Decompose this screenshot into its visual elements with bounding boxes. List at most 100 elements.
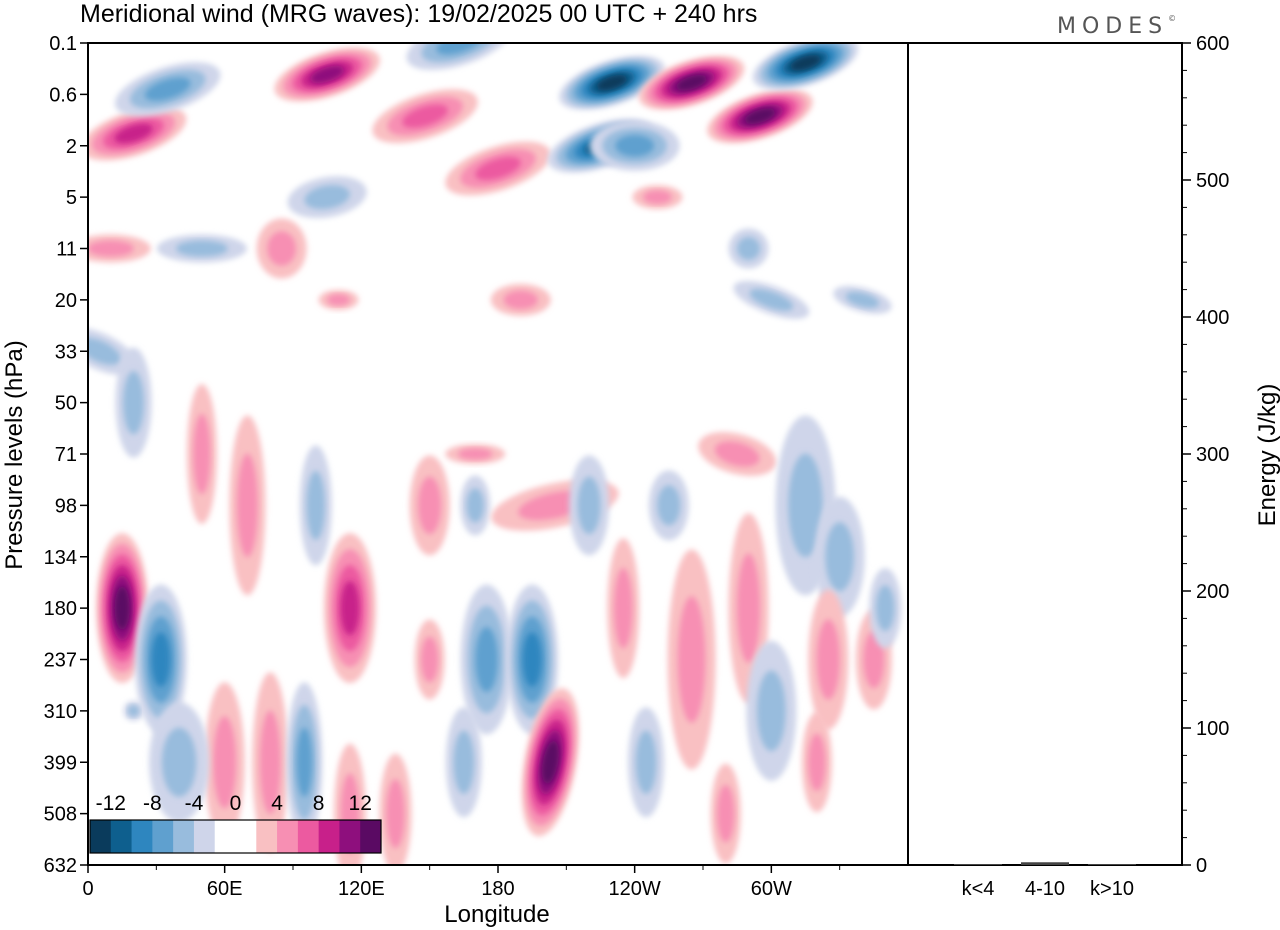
energy-bar bbox=[954, 864, 1002, 865]
wind-contour bbox=[402, 104, 448, 128]
colorbar-swatch bbox=[152, 820, 174, 853]
longitude-tick-label: 60E bbox=[207, 878, 243, 900]
pressure-tick-label: 2 bbox=[66, 136, 77, 158]
wind-contour bbox=[542, 740, 559, 784]
pressure-tick-label: 33 bbox=[55, 341, 77, 363]
y-axis-label: Pressure levels (hPa) bbox=[1, 340, 28, 569]
wind-contour bbox=[744, 108, 776, 125]
wind-contour bbox=[144, 77, 191, 101]
pressure-tick-label: 50 bbox=[55, 393, 77, 415]
colorbar-label: -4 bbox=[185, 792, 204, 815]
wind-contour bbox=[457, 448, 493, 460]
wind-contour bbox=[176, 240, 228, 257]
wind-contour bbox=[304, 185, 350, 210]
energy-axis: 0 100 200 300 400 500 600 bbox=[1182, 33, 1229, 877]
wind-contour bbox=[845, 291, 880, 308]
longitude-tick-label: 120E bbox=[338, 878, 385, 900]
wind-contour bbox=[88, 240, 134, 257]
wind-contour bbox=[475, 156, 521, 181]
wind-contour bbox=[151, 632, 171, 687]
wind-contour bbox=[453, 730, 475, 794]
energy-category-label: k<4 bbox=[962, 878, 995, 900]
colorbar-swatch bbox=[131, 820, 153, 853]
wind-contour bbox=[863, 630, 885, 689]
wind-contour bbox=[310, 65, 345, 84]
colorbar-swatch bbox=[193, 820, 216, 853]
colorbar-swatch bbox=[360, 820, 382, 853]
wind-contour bbox=[475, 627, 498, 692]
pressure-tick-label: 5 bbox=[66, 187, 77, 209]
energy-tick-label: 100 bbox=[1196, 718, 1229, 740]
colorbar-label: 12 bbox=[349, 792, 372, 815]
longitude-tick-label: 0 bbox=[82, 878, 93, 900]
pressure-tick-label: 20 bbox=[55, 290, 77, 312]
wind-contour bbox=[127, 705, 140, 717]
energy-bars: k<4 4-10 k>10 bbox=[954, 862, 1136, 900]
wind-contour bbox=[237, 453, 258, 558]
wind-contour bbox=[577, 476, 601, 535]
pressure-tick-label: 399 bbox=[44, 752, 77, 774]
wind-contour bbox=[677, 596, 706, 723]
energy-axis-label: Energy (J/kg) bbox=[1254, 384, 1280, 527]
pressure-tick-label: 508 bbox=[44, 804, 77, 826]
wind-contour bbox=[114, 586, 130, 630]
chart-title: Meridional wind (MRG waves): 19/02/2025 … bbox=[80, 0, 757, 28]
wind-contour bbox=[614, 567, 633, 649]
wind-contour bbox=[816, 619, 840, 700]
wind-contour bbox=[503, 290, 539, 310]
colorbar-label: 0 bbox=[230, 792, 242, 815]
energy-tick-label: 200 bbox=[1196, 581, 1229, 603]
energy-tick-label: 600 bbox=[1196, 33, 1229, 55]
wind-contour bbox=[657, 485, 681, 526]
colorbar-swatch bbox=[173, 820, 195, 853]
colorbar-label: 4 bbox=[271, 792, 283, 815]
wind-contour bbox=[749, 288, 794, 311]
pressure-tick-label: 237 bbox=[44, 650, 77, 672]
wind-contour bbox=[714, 441, 760, 467]
pressure-tick-label: 11 bbox=[56, 239, 77, 261]
wind-contour bbox=[522, 632, 542, 687]
pressure-tick-label: 180 bbox=[44, 598, 77, 620]
wind-contour bbox=[418, 476, 442, 535]
energy-tick-label: 300 bbox=[1196, 444, 1229, 466]
pressure-tick-label: 310 bbox=[44, 701, 77, 723]
longitude-axis: 0 60E 120E 180 120W 60W bbox=[82, 865, 841, 900]
wind-contour bbox=[717, 784, 735, 843]
energy-tick-label: 400 bbox=[1196, 307, 1229, 329]
wind-contour bbox=[635, 730, 657, 794]
colorbar-label: 8 bbox=[313, 792, 325, 815]
longitude-tick-label: 60W bbox=[751, 878, 792, 900]
colorbar-swatch bbox=[256, 820, 278, 853]
wind-contour bbox=[596, 74, 628, 91]
longitude-tick-label: 120W bbox=[609, 878, 661, 900]
wind-contour bbox=[306, 470, 325, 540]
colorbar-swatch bbox=[110, 820, 133, 853]
colorbar-label: -8 bbox=[143, 792, 162, 815]
wind-contour bbox=[643, 190, 672, 205]
pressure-tick-label: 632 bbox=[44, 855, 77, 877]
colorbar-swatch bbox=[235, 820, 257, 853]
wind-contour bbox=[421, 636, 439, 683]
energy-bar bbox=[1088, 864, 1136, 865]
wind-contour bbox=[340, 580, 360, 636]
wind-contour bbox=[756, 670, 786, 752]
energy-bar bbox=[1021, 862, 1069, 865]
pressure-tick-label: 134 bbox=[44, 547, 77, 569]
colorbar-swatch bbox=[297, 820, 320, 853]
wind-contour bbox=[808, 733, 826, 791]
energy-category-label: 4-10 bbox=[1025, 878, 1065, 900]
colorbar-swatch bbox=[318, 820, 340, 853]
wind-contour bbox=[327, 294, 351, 306]
wind-contour bbox=[296, 727, 313, 797]
colorbar-swatch bbox=[90, 820, 112, 853]
wind-contour bbox=[386, 779, 405, 849]
pressure-tick-label: 0.1 bbox=[49, 33, 77, 55]
pressure-axis: 0.1 0.6 2 5 11 20 33 50 71 98 134 180 237 310 399 508 63… bbox=[44, 33, 88, 877]
wind-contour bbox=[788, 453, 823, 558]
wind-contour bbox=[466, 488, 484, 523]
energy-category-label: k>10 bbox=[1090, 878, 1134, 900]
pressure-tick-label: 98 bbox=[55, 495, 77, 517]
colorbar-label: -12 bbox=[96, 792, 126, 815]
colorbar-swatch bbox=[339, 820, 361, 853]
wind-contour bbox=[737, 237, 761, 260]
